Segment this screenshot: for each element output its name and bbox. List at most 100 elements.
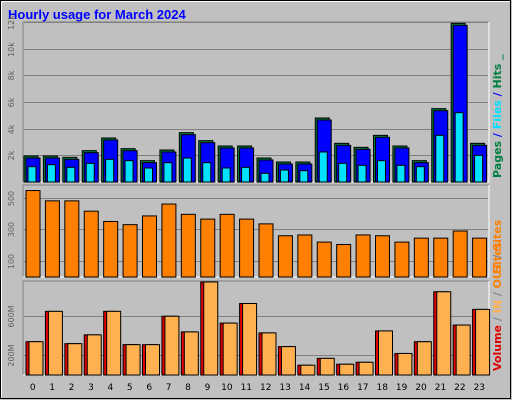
bar-hits-s2-h20 bbox=[415, 166, 425, 183]
bar-volume-s1-h19 bbox=[397, 352, 413, 376]
bar-hits-s2-h10 bbox=[221, 167, 231, 183]
bar-volume-s1-h6 bbox=[145, 344, 160, 376]
bar-sites-s0-h13 bbox=[277, 235, 293, 278]
panel-side-label-part: Hits bbox=[491, 63, 504, 88]
x-tick-label-19: 19 bbox=[396, 383, 408, 393]
x-tick-label-7: 7 bbox=[166, 383, 172, 393]
bar-sites-s0-h6 bbox=[142, 215, 157, 278]
bar-sites-s0-h14 bbox=[297, 234, 313, 278]
bar-sites-s0-h22 bbox=[452, 230, 468, 278]
bar-volume-s1-h12 bbox=[261, 332, 277, 376]
y-tick-label: 200M bbox=[7, 344, 16, 366]
bar-hits-s2-h3 bbox=[85, 162, 95, 183]
bar-sites-s0-h7 bbox=[161, 203, 177, 278]
bar-sites-s0-h20 bbox=[413, 237, 429, 278]
bar-volume-s1-h21 bbox=[436, 291, 452, 376]
bar-sites-s0-h17 bbox=[355, 234, 371, 278]
bar-sites-s0-h18 bbox=[375, 235, 390, 278]
panel-side-label-part: OUT bbox=[491, 262, 504, 288]
panel-side-label-part: / bbox=[491, 313, 504, 325]
bar-hits-s2-h21 bbox=[435, 134, 445, 183]
bar-volume-s1-h23 bbox=[475, 308, 491, 376]
x-tick-label-8: 8 bbox=[185, 383, 191, 393]
x-tick-label-1: 1 bbox=[49, 383, 55, 393]
bar-volume-s1-h10 bbox=[222, 322, 238, 376]
y-tick-label: 8k bbox=[7, 70, 16, 80]
y-tick-label: 6k bbox=[7, 97, 16, 107]
x-tick-label-17: 17 bbox=[357, 383, 368, 393]
panel-side-label-part: Files bbox=[491, 100, 504, 130]
bar-hits-s2-h1 bbox=[46, 164, 56, 183]
x-tick-label-22: 22 bbox=[454, 383, 465, 393]
bar-volume-s1-h17 bbox=[358, 361, 374, 376]
bar-volume-s1-h7 bbox=[164, 315, 180, 376]
y-tick-label: 500 bbox=[7, 191, 16, 206]
panel-hits: 2k 4k 6k 8k 10k 12k Pages / Files / Hits _ bbox=[7, 15, 504, 183]
y-tick-label: 600M bbox=[7, 305, 16, 327]
bar-sites-s0-h1 bbox=[44, 200, 60, 278]
bar-hits-s2-h17 bbox=[357, 164, 367, 183]
x-tick-label-13: 13 bbox=[279, 383, 290, 393]
bar-hits-s2-h8 bbox=[182, 157, 192, 183]
panel-side-label-part: Sites bbox=[491, 219, 504, 250]
x-tick-label-4: 4 bbox=[108, 383, 114, 393]
bar-hits-s2-h5 bbox=[124, 160, 134, 183]
bar-volume-s1-h9 bbox=[203, 281, 219, 376]
bar-sites-s0-h9 bbox=[200, 218, 216, 278]
bar-volume-s1-h11 bbox=[242, 303, 258, 376]
y-tick-label: 100 bbox=[7, 254, 16, 269]
panel-side-label-part: _ bbox=[491, 54, 504, 64]
y-tick-label: 300 bbox=[7, 222, 16, 237]
y-tick-label: 2k bbox=[7, 150, 16, 160]
bar-sites-s0-h4 bbox=[103, 220, 119, 278]
bar-hits-s2-h11 bbox=[241, 166, 251, 183]
panel-side-label-part: / bbox=[491, 251, 504, 263]
bar-hits-s2-h7 bbox=[163, 162, 173, 183]
bar-hits-s2-h2 bbox=[66, 166, 76, 183]
bar-sites-s0-h19 bbox=[394, 241, 410, 278]
y-tick-label: 12k bbox=[7, 15, 16, 30]
bar-volume-s1-h14 bbox=[300, 364, 316, 376]
bar-volume-s1-h18 bbox=[378, 330, 393, 376]
bar-hits-s2-h12 bbox=[260, 172, 270, 183]
bar-sites-s0-h3 bbox=[83, 210, 99, 278]
bar-hits-s2-h22 bbox=[454, 112, 464, 183]
bar-sites-s0-h8 bbox=[180, 213, 196, 278]
bar-hits-s2-h13 bbox=[279, 169, 289, 183]
x-tick-label-3: 3 bbox=[88, 383, 94, 393]
panel-side-label-part: Sites bbox=[491, 242, 504, 273]
bar-sites-s0-h15 bbox=[316, 241, 332, 278]
x-tick-label-9: 9 bbox=[205, 383, 211, 393]
panel-side-label-part: Pages bbox=[491, 140, 504, 178]
bar-volume-s1-h0 bbox=[28, 341, 44, 376]
x-tick-label-15: 15 bbox=[318, 383, 329, 393]
y-tick-label: 4k bbox=[7, 124, 16, 134]
bar-sites-s0-h11 bbox=[239, 218, 255, 278]
x-tick-label-11: 11 bbox=[241, 383, 252, 393]
x-tick-label-23: 23 bbox=[474, 383, 485, 393]
bar-volume-s1-h5 bbox=[125, 344, 141, 376]
bar-hits-s2-h4 bbox=[105, 158, 115, 183]
panel-side-label-part: Volume bbox=[491, 325, 504, 371]
bar-sites-s0-h21 bbox=[433, 237, 449, 278]
bar-volume-s1-h22 bbox=[455, 324, 471, 376]
panel-side-label-part: IN bbox=[491, 300, 504, 313]
bar-hits-s2-h15 bbox=[318, 151, 328, 183]
bar-hits-s2-h16 bbox=[338, 162, 348, 183]
panel-side-label: Sites bbox=[491, 242, 504, 273]
x-tick-label-6: 6 bbox=[146, 383, 152, 393]
panel-side-label: Volume / IN / OUT / Sites bbox=[491, 219, 504, 371]
bar-sites-s0-h2 bbox=[64, 200, 80, 278]
bar-sites-s0-h10 bbox=[219, 213, 235, 278]
bar-volume-s1-h1 bbox=[47, 310, 63, 376]
x-tick-label-21: 21 bbox=[435, 383, 446, 393]
bar-sites-s0-h23 bbox=[472, 237, 488, 278]
x-axis-tick-labels: 0 1 2 3 4 5 6 7 8 9 10 11 12 13 14 15 16 17 18 19 20 21 22 23 bbox=[30, 383, 485, 393]
bar-volume-s1-h2 bbox=[67, 343, 83, 376]
bar-volume-s1-h15 bbox=[319, 357, 335, 376]
bar-volume-s1-h4 bbox=[106, 310, 122, 376]
bar-sites-s0-h12 bbox=[258, 223, 274, 278]
x-tick-label-18: 18 bbox=[376, 383, 388, 393]
